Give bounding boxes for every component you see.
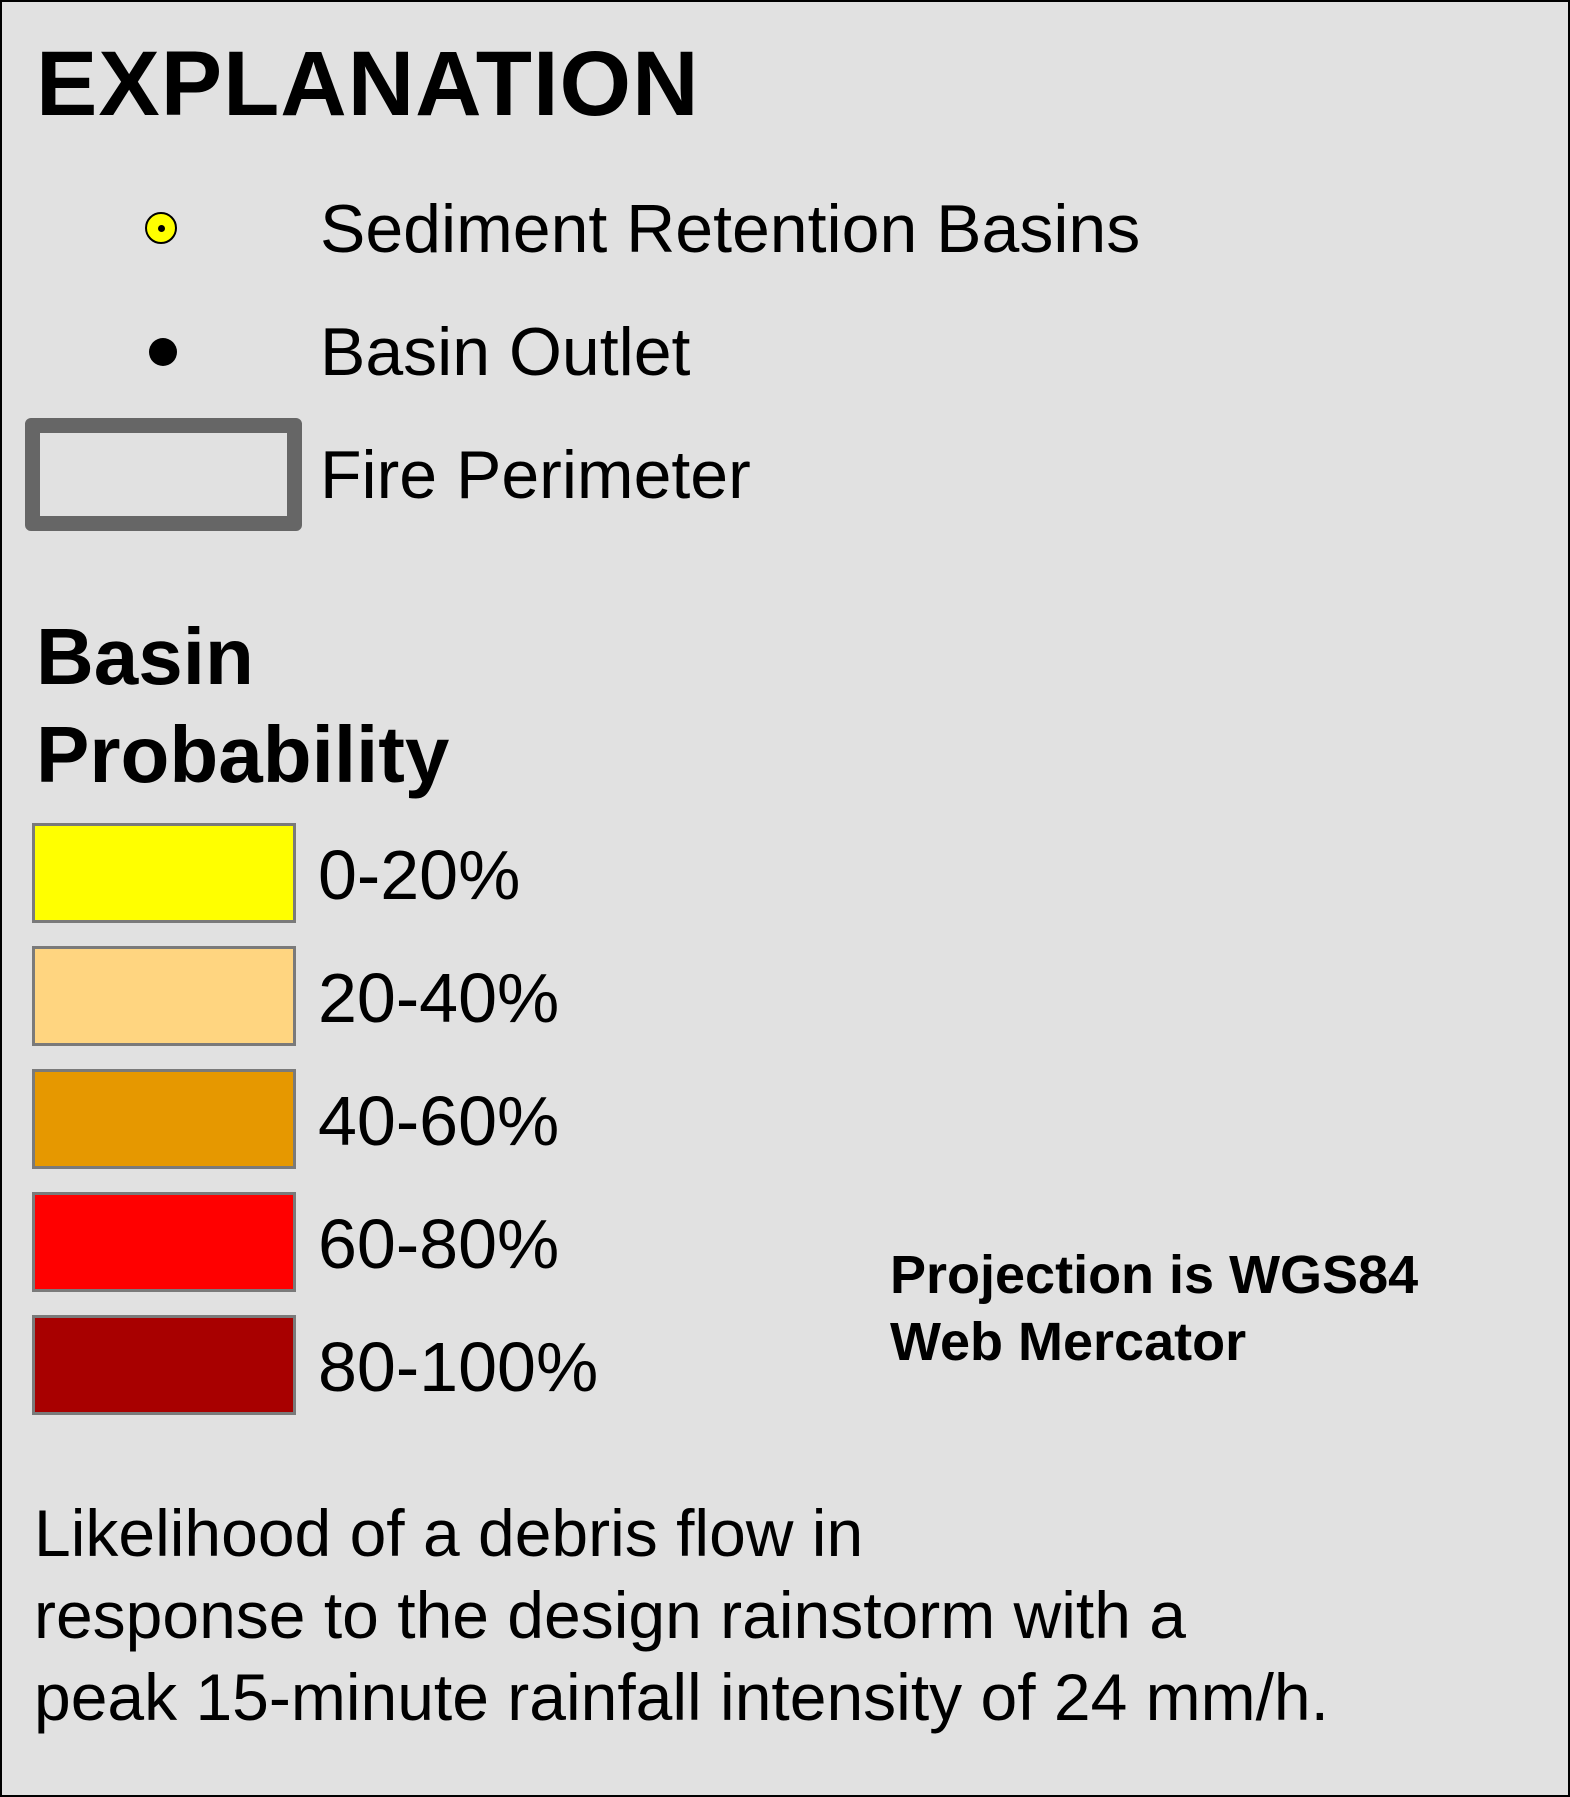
legend-title: EXPLANATION <box>36 33 700 135</box>
sediment-retention-basins-label: Sediment Retention Basins <box>320 191 1141 267</box>
likelihood-note: Likelihood of a debris flow in response … <box>34 1496 1329 1734</box>
swatch-0-20 <box>32 823 296 923</box>
fire-perimeter-icon <box>25 418 302 531</box>
basin-outlet-icon <box>149 338 177 366</box>
class-label-40-60: 40-60% <box>318 1082 560 1160</box>
class-label-80-100: 80-100% <box>318 1328 599 1406</box>
class-label-60-80: 60-80% <box>318 1205 560 1283</box>
basin-outlet-label: Basin Outlet <box>320 314 691 390</box>
class-label-0-20: 0-20% <box>318 836 521 914</box>
swatch-80-100 <box>32 1315 296 1415</box>
swatch-60-80 <box>32 1192 296 1292</box>
fire-perimeter-label: Fire Perimeter <box>320 437 751 513</box>
swatch-20-40 <box>32 946 296 1046</box>
swatch-40-60 <box>32 1069 296 1169</box>
sediment-retention-basin-icon <box>145 212 177 244</box>
basin-probability-heading: Basin Probability <box>36 612 450 799</box>
projection-note: Projection is WGS84 Web Mercator <box>890 1245 1419 1372</box>
class-label-20-40: 20-40% <box>318 959 560 1037</box>
